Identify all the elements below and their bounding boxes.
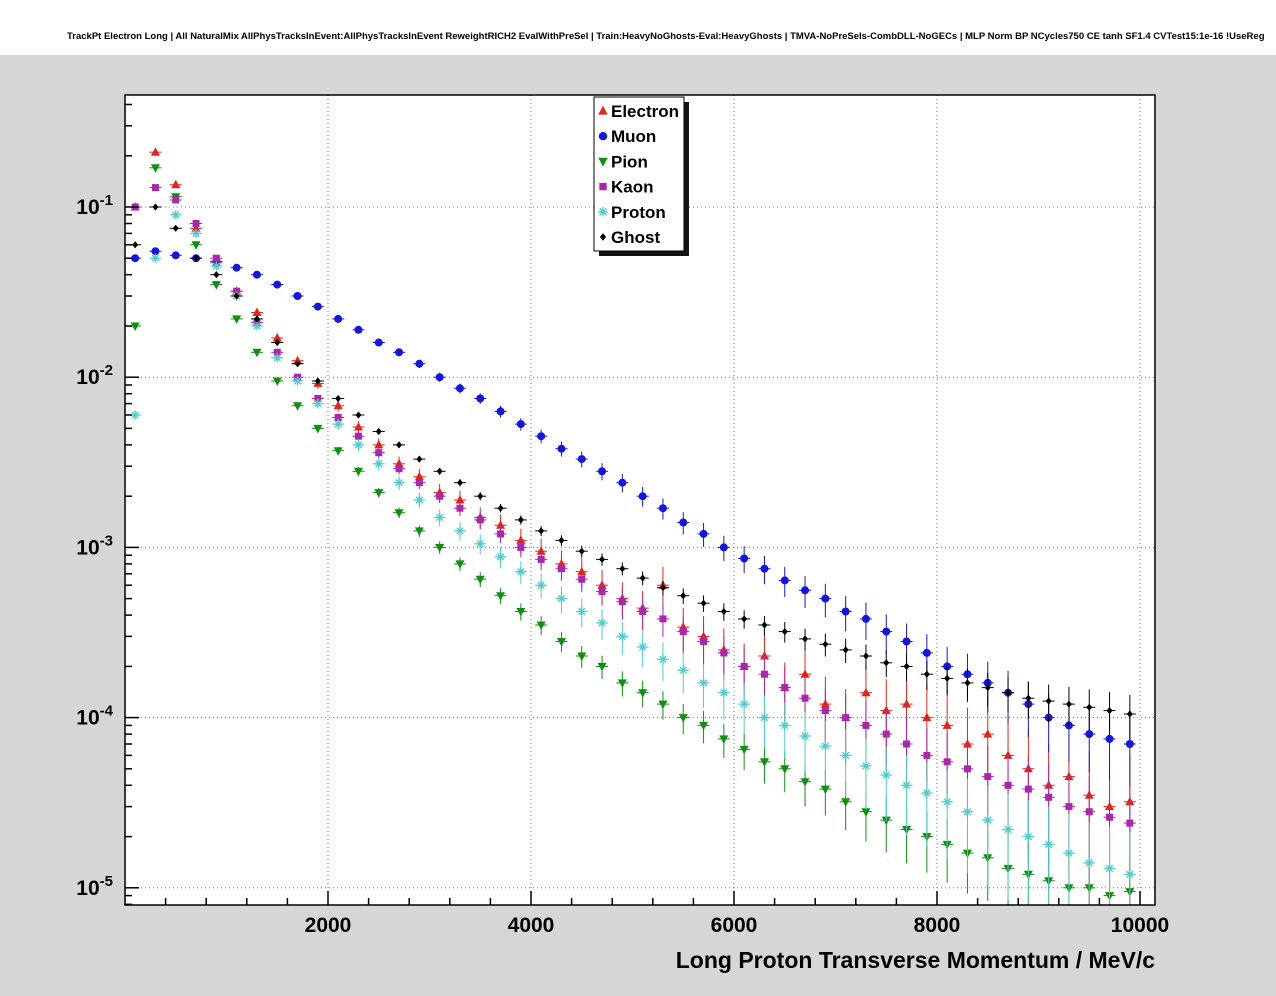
gridlines [125, 95, 1155, 905]
svg-text:Ghost: Ghost [611, 228, 660, 247]
legend-entry-proton: Proton [598, 203, 666, 222]
svg-text:8000: 8000 [914, 914, 961, 937]
plot-frame-border [124, 94, 1156, 906]
axis-ticks [125, 103, 1141, 906]
legend-entry-ghost: Ghost [599, 228, 660, 247]
legend-entry-electron: Electron [598, 102, 679, 121]
svg-text:Muon: Muon [611, 127, 656, 146]
legend-entry-kaon: Kaon [599, 178, 654, 197]
svg-text:10-5: 10-5 [76, 873, 113, 900]
svg-text:Electron: Electron [611, 102, 679, 121]
legend-entry-muon: Muon [598, 127, 656, 146]
series-ghost [129, 203, 1136, 740]
svg-text:10000: 10000 [1111, 914, 1169, 937]
legend: Electron Muon Pion Kaon Proton Ghost [593, 96, 689, 256]
x-tick-labels: 2000 4000 6000 8000 10000 [305, 914, 1170, 937]
svg-text:Pion: Pion [611, 152, 648, 171]
legend-entry-pion: Pion [598, 152, 648, 171]
svg-text:4000: 4000 [508, 914, 555, 937]
svg-text:Proton: Proton [611, 203, 666, 222]
series-proton [129, 210, 1136, 905]
svg-text:6000: 6000 [711, 914, 758, 937]
x-axis-title: Long Proton Transverse Momentum / MeV/c [676, 947, 1155, 973]
canvas-title: TrackPt Electron Long | All NaturalMix A… [67, 31, 1265, 42]
svg-text:2000: 2000 [305, 914, 352, 937]
svg-text:Kaon: Kaon [611, 178, 654, 197]
